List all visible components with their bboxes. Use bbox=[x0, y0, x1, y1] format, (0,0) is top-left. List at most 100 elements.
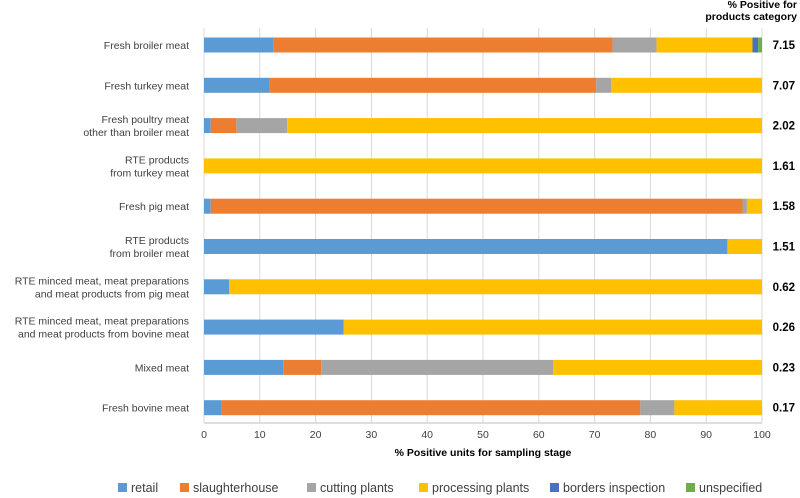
positive-value-label: 0.23 bbox=[773, 362, 795, 374]
bar-processing-plants bbox=[343, 319, 762, 335]
legend-swatch bbox=[118, 483, 127, 492]
bars bbox=[204, 37, 763, 416]
x-tick-label: 30 bbox=[366, 429, 378, 441]
bar-processing-plants bbox=[656, 37, 753, 53]
x-tick-label: 0 bbox=[201, 429, 207, 441]
legend-item-cutting-plants: cutting plants bbox=[307, 481, 394, 495]
x-tick-label: 70 bbox=[589, 429, 601, 441]
legend-label: retail bbox=[131, 481, 158, 495]
legend-item-processing-plants: processing plants bbox=[419, 481, 529, 495]
legend-label: slaughterhouse bbox=[193, 481, 279, 495]
legend-item-borders-inspection: borders inspection bbox=[550, 481, 665, 495]
bar-slaughterhouse bbox=[210, 198, 743, 214]
category-label: Fresh broiler meat bbox=[104, 40, 189, 52]
bar-processing-plants bbox=[727, 239, 762, 254]
bar-processing-plants bbox=[611, 77, 762, 93]
bar-unspecified bbox=[758, 37, 762, 53]
positive-value-label: 1.61 bbox=[773, 161, 796, 173]
positive-value-label: 7.15 bbox=[773, 40, 796, 52]
category-label: and meat products from bovine meat bbox=[18, 329, 189, 341]
legend-label: cutting plants bbox=[320, 481, 394, 495]
bar-retail bbox=[204, 198, 211, 214]
legend: retail slaughterhouse cutting plants proces… bbox=[118, 481, 762, 495]
category-label: Fresh turkey meat bbox=[104, 80, 189, 92]
bar-retail bbox=[204, 239, 728, 254]
legend-swatch bbox=[180, 483, 189, 492]
x-tick-label: 100 bbox=[753, 429, 771, 441]
positive-title-line: % Positive for bbox=[728, 0, 797, 11]
bar-slaughterhouse bbox=[210, 118, 237, 134]
x-tick-label: 60 bbox=[533, 429, 545, 441]
bar-processing-plants bbox=[287, 118, 762, 134]
bar-retail bbox=[204, 279, 230, 295]
legend-item-retail: retail bbox=[118, 481, 158, 495]
bar-cutting-plants bbox=[321, 359, 554, 375]
positive-title-line: products category bbox=[705, 11, 797, 23]
category-label: from turkey meat bbox=[110, 167, 189, 179]
bar-retail bbox=[204, 359, 284, 375]
positive-value-label: 0.26 bbox=[773, 322, 795, 334]
x-tick-labels: 0 10 20 30 40 50 60 70 80 90 100 bbox=[201, 429, 771, 441]
positive-value-label: 0.17 bbox=[773, 403, 795, 415]
legend-label: borders inspection bbox=[563, 481, 665, 495]
bar-cutting-plants bbox=[236, 118, 288, 134]
x-tick-label: 20 bbox=[310, 429, 322, 441]
positive-value-label: 0.62 bbox=[773, 282, 795, 294]
x-tick-label: 10 bbox=[254, 429, 266, 441]
bar-cutting-plants bbox=[742, 198, 747, 214]
positive-value-label: 1.58 bbox=[773, 201, 796, 213]
positive-value-label: 1.51 bbox=[773, 242, 796, 254]
category-labels: Fresh broiler meat Fresh turkey meat Fresh… bbox=[15, 40, 189, 415]
bar-retail bbox=[204, 319, 344, 335]
bar-slaughterhouse bbox=[283, 359, 322, 375]
bar-retail bbox=[204, 118, 211, 134]
bar-slaughterhouse bbox=[221, 400, 641, 416]
x-axis: 0 10 20 30 40 50 60 70 80 90 100 % Positive units … bbox=[201, 422, 771, 459]
x-axis-title: % Positive units for sampling stage bbox=[395, 447, 572, 459]
bar-processing-plants bbox=[674, 400, 762, 416]
positive-for-category-column: % Positive for products category 7.15 7.07… bbox=[705, 0, 797, 415]
bar-retail bbox=[204, 400, 222, 416]
category-label: other than broiler meat bbox=[83, 127, 189, 139]
legend-swatch bbox=[686, 483, 695, 492]
bar-processing-plants bbox=[746, 198, 762, 214]
bar-retail bbox=[204, 77, 270, 93]
bar-processing-plants bbox=[553, 359, 762, 375]
bar-retail bbox=[204, 37, 274, 53]
positive-column-title: % Positive for products category bbox=[705, 0, 797, 23]
category-label: Fresh bovine meat bbox=[102, 403, 189, 415]
category-label: RTE minced meat, meat preparations bbox=[15, 316, 189, 328]
bar-slaughterhouse bbox=[269, 77, 597, 93]
positive-value-label: 2.02 bbox=[773, 121, 795, 133]
bar-processing-plants bbox=[204, 158, 762, 174]
positive-value-label: 7.07 bbox=[773, 80, 795, 92]
legend-label: processing plants bbox=[432, 481, 529, 495]
legend-item-unspecified: unspecified bbox=[686, 481, 762, 495]
x-tick-label: 40 bbox=[421, 429, 433, 441]
bar-cutting-plants bbox=[640, 400, 675, 416]
category-label: and meat products from pig meat bbox=[35, 288, 189, 300]
category-label: Mixed meat bbox=[135, 362, 189, 374]
bar-processing-plants bbox=[229, 279, 763, 295]
x-tick-label: 90 bbox=[700, 429, 712, 441]
category-label: Fresh poultry meat bbox=[101, 114, 189, 126]
legend-item-slaughterhouse: slaughterhouse bbox=[180, 481, 279, 495]
category-label: RTE products bbox=[125, 235, 189, 247]
category-label: RTE minced meat, meat preparations bbox=[15, 275, 189, 287]
legend-swatch bbox=[307, 483, 316, 492]
category-label: RTE products bbox=[125, 154, 189, 166]
legend-swatch bbox=[419, 483, 428, 492]
bar-cutting-plants bbox=[596, 77, 612, 93]
bar-borders-inspection bbox=[752, 37, 759, 53]
x-tick-label: 50 bbox=[477, 429, 489, 441]
legend-swatch bbox=[550, 483, 559, 492]
legend-label: unspecified bbox=[699, 481, 762, 495]
bar-cutting-plants bbox=[612, 37, 657, 53]
bar-slaughterhouse bbox=[273, 37, 613, 53]
category-label: from broiler meat bbox=[110, 248, 189, 260]
x-tick-label: 80 bbox=[645, 429, 657, 441]
category-label: Fresh pig meat bbox=[119, 201, 189, 213]
grid-lines bbox=[203, 28, 763, 423]
